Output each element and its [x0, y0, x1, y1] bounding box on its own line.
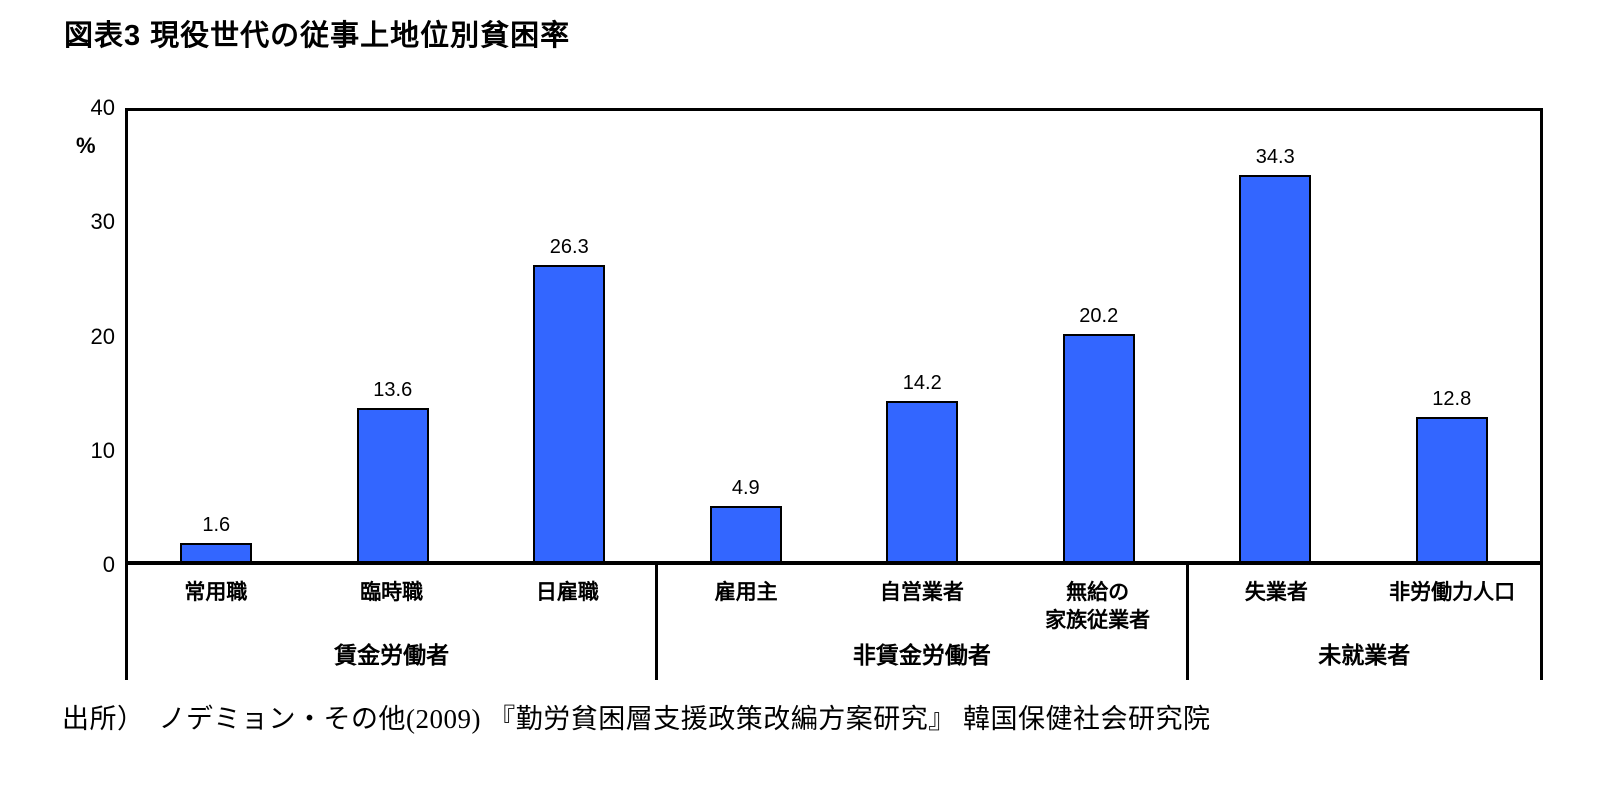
category-label: 非労働力人口	[1389, 581, 1516, 604]
bar-value-label: 4.9	[731, 476, 760, 499]
y-tick-label: 30	[90, 209, 115, 235]
bar-slot: 1.6	[128, 111, 305, 561]
bar-value-label: 14.2	[902, 372, 942, 395]
bar	[533, 265, 606, 561]
group-label: 賃金労働者	[334, 642, 450, 668]
bar	[709, 505, 782, 561]
bar	[1415, 417, 1488, 561]
bar-group: 34.3 12.8	[1187, 111, 1540, 561]
bar-value-label: 20.2	[1079, 304, 1119, 327]
bar-slot: 4.9	[658, 111, 835, 561]
bar-slot: 34.3	[1187, 111, 1364, 561]
category-label: 無給の 家族従業者	[1045, 581, 1151, 633]
bar-slot: 20.2	[1011, 111, 1188, 561]
y-tick-label: 20	[90, 323, 115, 349]
group-label: 非賃金労働者	[852, 642, 991, 668]
bar-value-label: 13.6	[373, 379, 413, 401]
category-label-area: 常用職 臨時職 日雇職賃金労働者 雇用主 自営業者 無給の 家族従業者非賃金労働者 失業者 非…	[125, 565, 1543, 680]
chart-title: 図表3 現役世代の従事上地位別貧困率	[64, 20, 571, 52]
bar-slot: 12.8	[1364, 111, 1541, 561]
category-label-row: 雇用主 自営業者 無給の 家族従業者	[658, 565, 1185, 636]
bar	[180, 543, 253, 561]
y-tick-label: 40	[90, 95, 115, 120]
category-label: 雇用主	[714, 581, 778, 604]
axis-label-group: 常用職 臨時職 日雇職賃金労働者	[125, 565, 655, 680]
y-tick-label: 10	[90, 437, 115, 463]
category-label: 常用職	[184, 581, 248, 604]
bar	[886, 401, 959, 561]
bar-value-label: 34.3	[1255, 146, 1295, 169]
bar	[1062, 333, 1135, 561]
group-label: 未就業者	[1318, 642, 1411, 668]
bar-group: 4.9 14.2 20.2	[658, 111, 1188, 561]
bar	[356, 408, 429, 561]
axis-label-group: 失業者 非労働力人口未就業者	[1185, 565, 1543, 680]
bar-slot: 14.2	[834, 111, 1011, 561]
category-label: 臨時職	[360, 581, 424, 604]
axis-label-group: 雇用主 自営業者 無給の 家族従業者非賃金労働者	[655, 565, 1185, 680]
bar	[1239, 175, 1312, 561]
bar-value-label: 1.6	[202, 514, 231, 536]
y-axis: 0 10 20 30 40	[40, 97, 115, 576]
bar-slot: 13.6	[305, 111, 482, 561]
bar-group: 1.6 13.6 26.3	[128, 111, 658, 561]
y-tick-label: 0	[102, 552, 115, 577]
bar-slot: 26.3	[481, 111, 658, 561]
category-label-row: 常用職 臨時職 日雇職	[128, 565, 655, 607]
category-label: 日雇職	[535, 581, 599, 604]
plot-area: 1.6 13.6 26.3 4.9 14.2 20.2 34.3 12.8	[125, 108, 1543, 565]
category-label: 失業者	[1244, 581, 1308, 604]
y-axis-unit-label: %	[76, 133, 96, 158]
category-label-row: 失業者 非労働力人口	[1189, 565, 1541, 607]
source-citation: 出所） ノデミョン・その他(2009) 『勤労貧困層支援政策改編方案研究』 韓国…	[62, 704, 1211, 734]
category-label: 自営業者	[879, 581, 964, 604]
bar-value-label: 26.3	[549, 236, 589, 259]
bar-value-label: 12.8	[1432, 388, 1472, 410]
